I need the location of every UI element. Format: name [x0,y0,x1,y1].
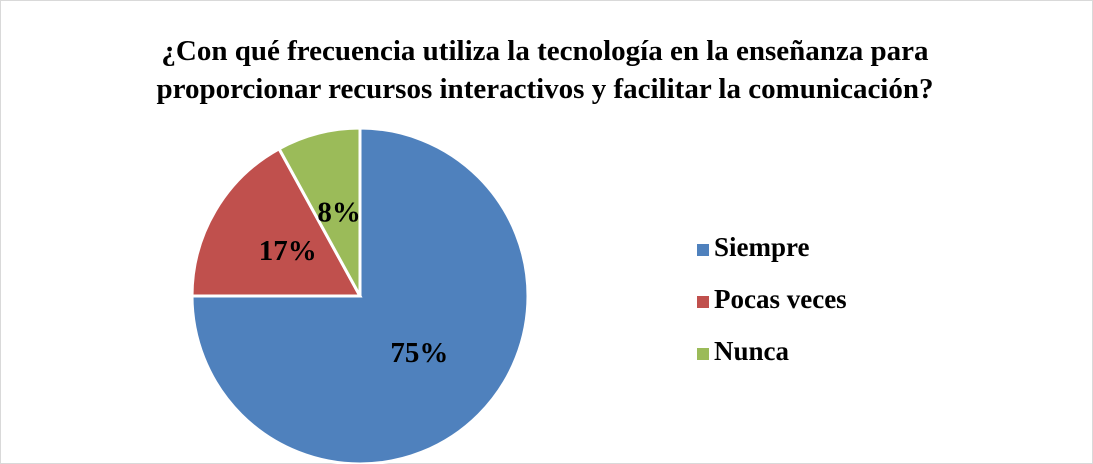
legend-label: Siempre [714,232,810,262]
legend-swatch [697,244,709,256]
pie-slice [277,126,362,297]
data-label: 75% [390,337,448,369]
legend-label: Nunca [714,336,790,366]
chart-title: ¿Con qué frecuencia utiliza la tecnologí… [156,35,934,105]
pie-slice [190,126,530,464]
legend-swatch [697,296,709,308]
legend-label: Pocas veces [714,284,847,314]
data-label: 17% [259,235,317,267]
legend-swatch [697,348,709,360]
pie-slice [190,146,363,298]
data-label: 8% [317,196,361,228]
